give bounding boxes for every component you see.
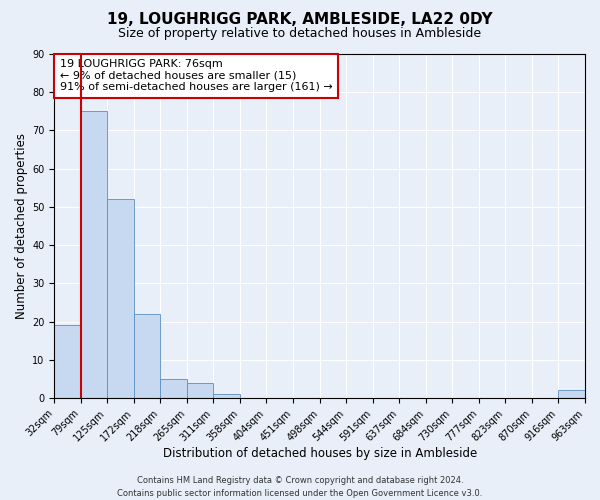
Bar	[187, 383, 214, 398]
Text: Contains HM Land Registry data © Crown copyright and database right 2024.
Contai: Contains HM Land Registry data © Crown c…	[118, 476, 482, 498]
Text: 19 LOUGHRIGG PARK: 76sqm
← 9% of detached houses are smaller (15)
91% of semi-de: 19 LOUGHRIGG PARK: 76sqm ← 9% of detache…	[59, 59, 332, 92]
Bar	[134, 314, 160, 398]
Bar	[160, 379, 187, 398]
Bar	[107, 200, 134, 398]
Y-axis label: Number of detached properties: Number of detached properties	[15, 133, 28, 319]
Text: 19, LOUGHRIGG PARK, AMBLESIDE, LA22 0DY: 19, LOUGHRIGG PARK, AMBLESIDE, LA22 0DY	[107, 12, 493, 28]
Bar	[558, 390, 585, 398]
Bar	[81, 112, 107, 398]
X-axis label: Distribution of detached houses by size in Ambleside: Distribution of detached houses by size …	[163, 447, 477, 460]
Text: Size of property relative to detached houses in Ambleside: Size of property relative to detached ho…	[118, 28, 482, 40]
Bar	[54, 326, 81, 398]
Bar	[214, 394, 240, 398]
